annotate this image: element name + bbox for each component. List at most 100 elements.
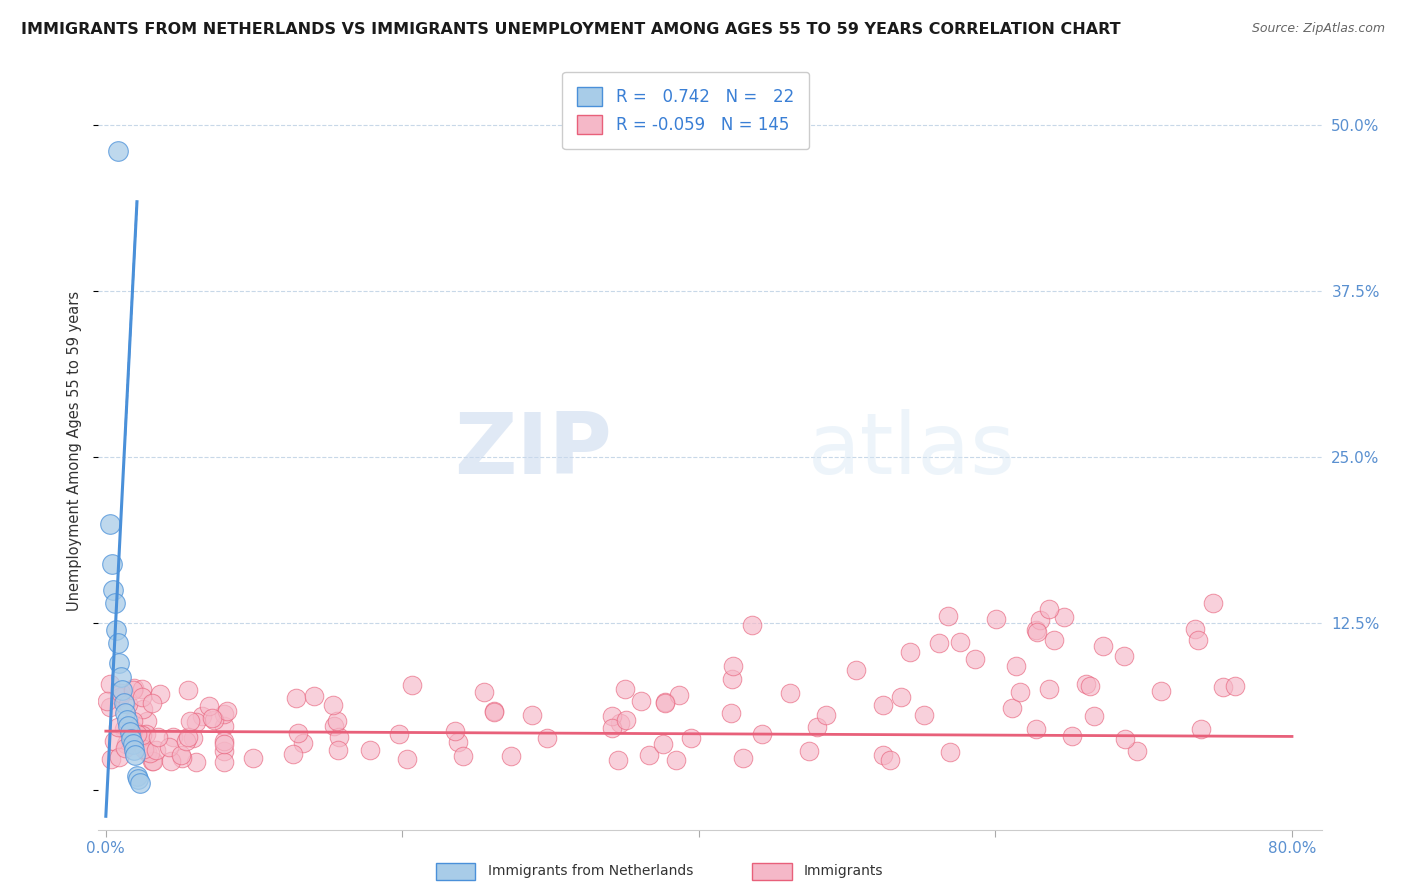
Point bbox=[120, 732, 142, 747]
Point bbox=[668, 689, 690, 703]
Point bbox=[148, 730, 170, 744]
Point bbox=[806, 719, 828, 733]
Point bbox=[751, 727, 773, 741]
Point bbox=[522, 708, 544, 723]
Point bbox=[453, 748, 475, 763]
Point bbox=[600, 721, 623, 735]
Point bbox=[1052, 609, 1074, 624]
Point bbox=[395, 752, 418, 766]
Point bbox=[184, 715, 207, 730]
Point bbox=[122, 723, 145, 737]
Point bbox=[177, 730, 200, 744]
Point bbox=[121, 726, 143, 740]
Point bbox=[110, 670, 132, 684]
Point bbox=[214, 707, 236, 722]
Point bbox=[117, 697, 139, 711]
Point bbox=[139, 747, 162, 761]
Y-axis label: Unemployment Among Ages 55 to 59 years: Unemployment Among Ages 55 to 59 years bbox=[67, 291, 83, 610]
Point bbox=[132, 702, 155, 716]
Point bbox=[157, 739, 180, 754]
Point bbox=[1212, 680, 1234, 694]
Text: IMMIGRANTS FROM NETHERLANDS VS IMMIGRANTS UNEMPLOYMENT AMONG AGES 55 TO 59 YEARS: IMMIGRANTS FROM NETHERLANDS VS IMMIGRANT… bbox=[21, 22, 1121, 37]
Point bbox=[117, 719, 139, 733]
Text: atlas: atlas bbox=[808, 409, 1017, 492]
Point bbox=[141, 696, 163, 710]
Point bbox=[731, 751, 754, 765]
Point bbox=[127, 772, 149, 786]
Point bbox=[242, 751, 264, 765]
Point bbox=[121, 714, 143, 729]
Point bbox=[815, 708, 838, 723]
Point bbox=[170, 751, 193, 765]
Point bbox=[122, 682, 145, 697]
Point bbox=[1010, 685, 1032, 699]
Point bbox=[100, 557, 122, 571]
Point bbox=[118, 725, 141, 739]
Point bbox=[1114, 732, 1136, 747]
Point bbox=[723, 659, 745, 673]
Point bbox=[134, 741, 156, 756]
Point bbox=[114, 740, 136, 755]
Point bbox=[131, 690, 153, 704]
Point bbox=[108, 750, 131, 764]
Point bbox=[1074, 677, 1097, 691]
Point bbox=[359, 743, 381, 757]
Point bbox=[328, 730, 350, 744]
Point bbox=[217, 705, 239, 719]
Point bbox=[108, 690, 131, 704]
Text: Source: ZipAtlas.com: Source: ZipAtlas.com bbox=[1251, 22, 1385, 36]
Point bbox=[174, 734, 197, 748]
Point bbox=[637, 747, 659, 762]
Point bbox=[444, 723, 467, 738]
Point bbox=[191, 709, 214, 723]
Point bbox=[181, 731, 204, 745]
Point bbox=[105, 623, 128, 637]
Point bbox=[1202, 597, 1225, 611]
Point bbox=[914, 707, 936, 722]
Point bbox=[879, 753, 901, 767]
Point bbox=[720, 673, 742, 687]
Point bbox=[482, 704, 505, 718]
Point bbox=[115, 714, 138, 728]
Point bbox=[1187, 633, 1209, 648]
Point bbox=[201, 711, 224, 725]
Point bbox=[965, 652, 987, 666]
Text: ZIP: ZIP bbox=[454, 409, 612, 492]
Point bbox=[651, 737, 673, 751]
Point bbox=[1126, 744, 1149, 758]
Point bbox=[936, 609, 959, 624]
Point bbox=[177, 683, 200, 698]
Point bbox=[131, 728, 153, 742]
Point bbox=[654, 696, 676, 710]
Point bbox=[609, 716, 631, 731]
Point bbox=[872, 698, 894, 712]
Point bbox=[872, 748, 894, 763]
Point bbox=[501, 748, 523, 763]
Point bbox=[890, 690, 912, 704]
Point bbox=[322, 698, 344, 712]
Point bbox=[939, 745, 962, 759]
Point bbox=[121, 738, 143, 752]
Point bbox=[136, 714, 159, 728]
Point bbox=[103, 734, 125, 748]
Point bbox=[170, 747, 193, 762]
Point bbox=[1004, 659, 1026, 673]
Point bbox=[136, 745, 159, 759]
Point bbox=[741, 617, 763, 632]
Point bbox=[100, 752, 122, 766]
Point bbox=[1223, 679, 1246, 693]
Point bbox=[323, 719, 346, 733]
Point bbox=[1001, 701, 1024, 715]
Point bbox=[112, 696, 135, 710]
Point bbox=[110, 686, 132, 700]
Point bbox=[184, 756, 207, 770]
Point bbox=[1025, 723, 1047, 737]
Point bbox=[302, 690, 325, 704]
Point bbox=[107, 720, 129, 734]
Point bbox=[1038, 602, 1060, 616]
Point bbox=[536, 731, 558, 746]
Point bbox=[145, 743, 167, 757]
Point bbox=[1092, 639, 1115, 653]
Point bbox=[179, 714, 201, 729]
Point bbox=[613, 682, 636, 697]
